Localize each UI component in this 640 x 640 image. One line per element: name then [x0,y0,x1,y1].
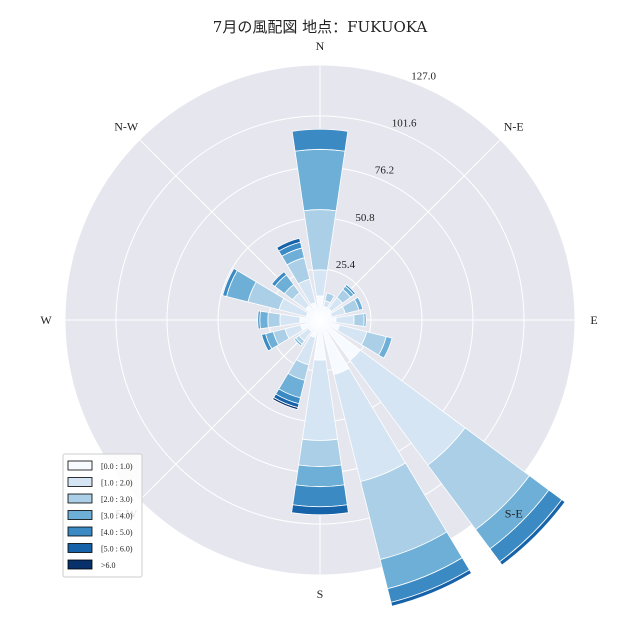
direction-label-ne: N-E [504,119,524,133]
legend-label: [2.0 : 3.0) [101,495,133,504]
ring-label: 76.2 [375,165,394,177]
wind-bar-ne-bin4 [344,283,357,296]
ring-label: 25.4 [336,259,356,271]
legend-label: [5.0 : 6.0) [101,545,133,554]
direction-label-se: S-E [505,507,523,521]
wind-bars [222,128,566,607]
legend-swatch [67,477,93,487]
legend-label: [1.0 : 2.0) [101,479,133,488]
wind-bar-e-bin2 [353,313,365,327]
legend-label: >6.0 [101,561,116,570]
wind-bar-sw-bin3 [293,337,303,347]
wind-bar-nnw-bin5 [276,237,301,252]
wind-bar-w-bin3 [259,310,269,330]
ring-label: 101.6 [392,118,417,130]
wind-bar-wnw-bin4 [222,267,238,298]
wind-bar-ene-bin3 [353,296,364,311]
legend-label: [4.0 : 5.0) [101,528,133,537]
legend: [0.0 : 1.0) [1.0 : 2.0) [2.0 : 3.0) [3.0 : … [62,453,143,578]
ring-label: 127.0 [411,70,436,82]
legend-swatch [67,510,93,520]
direction-label-e: E [590,313,597,327]
wind-bar-s-bin4 [292,484,348,508]
direction-label-nw: N-W [114,119,139,133]
direction-label-n: N [316,39,325,53]
grid-spoke [139,319,321,501]
wind-bar-n-bin4 [291,128,349,152]
legend-swatch [67,559,93,570]
legend-swatch [67,460,93,471]
wind-bar-ese-bin3 [378,336,393,359]
legend-swatch [67,493,93,504]
legend-swatch [67,543,93,553]
wind-bar-n-bin3 [294,149,346,212]
wind-bar-nne-bin2 [324,292,335,304]
chart-title: 7月の風配図 地点：FUKUOKA [212,18,428,36]
legend-swatch [67,526,93,537]
wind-bar-s-bin5 [291,504,349,516]
wind-bar-s-bin2 [298,438,342,467]
wind-bar-w-bin2 [267,311,281,329]
wind-bar-e-bin3 [363,312,367,328]
wind-bar-wsw-bin4 [261,333,273,352]
wind-bar-se-bin5 [499,499,566,566]
wind-bar-s-bin3 [295,464,345,487]
wind-bar-nw-bin4 [271,271,288,288]
legend-label: [0.0 : 1.0) [101,462,133,471]
direction-label-s: S [317,587,324,601]
wind-bar-ssw-bin6 [272,396,299,411]
wind-bar-sse-bin5 [390,569,473,607]
ring-label: 50.8 [355,212,375,224]
direction-label-w: W [40,313,52,327]
legend-label: [3.0 : 4.0) [101,512,133,521]
wind-bar-w-bin4 [257,310,261,330]
